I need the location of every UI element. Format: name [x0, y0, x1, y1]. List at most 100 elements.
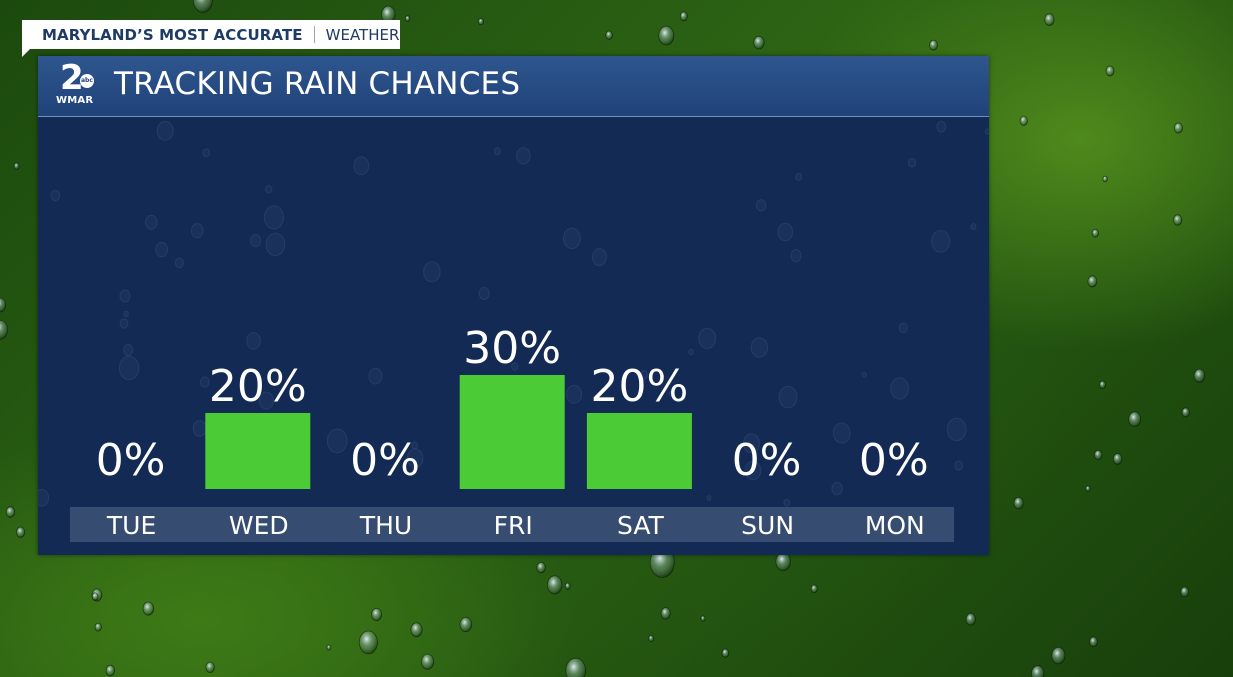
raindrop: [142, 601, 155, 616]
raindrop: [929, 39, 938, 51]
panel-droplet: [890, 377, 909, 400]
raindrop: [205, 661, 215, 674]
panel-droplet: [156, 120, 174, 141]
raindrop: [0, 297, 6, 313]
panel-droplet: [118, 355, 140, 381]
raindrop: [477, 17, 484, 26]
bar-wed: [205, 413, 311, 489]
raindrop: [404, 15, 411, 22]
panel-droplet-texture: [38, 120, 989, 507]
panel-droplet: [119, 289, 131, 303]
raindrop: [91, 592, 99, 601]
raindrop: [105, 664, 116, 677]
panel-droplet: [50, 189, 61, 202]
panel-droplet: [639, 370, 648, 380]
panel-droplet: [778, 385, 798, 409]
day-label-thu: THU: [359, 511, 412, 540]
logo-station: WMAR: [56, 95, 94, 106]
panel-droplet: [353, 156, 370, 176]
panel-droplet: [946, 417, 967, 442]
title-bar: 2 abc WMAR TRACKING RAIN CHANCES: [38, 56, 989, 117]
raindrop: [358, 630, 378, 655]
raindrop: [326, 644, 332, 651]
panel-droplet: [119, 318, 129, 329]
raindrop: [565, 657, 586, 677]
raindrop: [547, 575, 563, 595]
panel-droplet: [145, 214, 158, 230]
raindrop: [1128, 411, 1142, 428]
panel-droplet: [263, 205, 284, 230]
raindrop: [1102, 175, 1108, 183]
panel-droplet: [861, 371, 867, 378]
panel-droplet: [668, 390, 674, 397]
panel-droplet: [954, 460, 964, 471]
panel-droplet: [250, 234, 262, 248]
raindrop: [1087, 275, 1098, 288]
raindrop: [658, 25, 675, 46]
panel-droplet: [744, 460, 762, 481]
panel-droplet: [706, 495, 712, 501]
panel-droplet: [368, 367, 383, 385]
raindrop: [965, 612, 976, 626]
panel-droplet: [790, 249, 802, 263]
raindrop: [1180, 586, 1190, 598]
day-label-wed: WED: [229, 511, 289, 540]
panel-droplet: [190, 223, 204, 239]
panel-droplet: [831, 481, 843, 496]
value-label-fri: 30%: [463, 323, 561, 374]
panel-droplet: [698, 327, 717, 350]
value-label-mon: 0%: [859, 435, 929, 486]
raindrop: [1112, 453, 1123, 465]
panel-droplet: [566, 384, 583, 404]
raindrop: [679, 11, 688, 22]
panel-droplet: [985, 128, 989, 135]
panel-droplet: [742, 433, 760, 454]
header-notch: [22, 49, 30, 57]
panel-droplet: [516, 147, 531, 165]
panel-droplet: [511, 362, 519, 371]
panel-droplet: [246, 332, 262, 350]
raindrop: [1099, 380, 1106, 389]
panel-droplet: [970, 223, 977, 231]
panel-droplet: [423, 261, 441, 283]
value-label-sun: 0%: [732, 435, 802, 486]
raindrop: [1091, 228, 1099, 238]
raindrop: [1173, 214, 1183, 226]
panel-droplet: [795, 173, 803, 181]
raindrop: [13, 162, 20, 170]
chart-title: TRACKING RAIN CHANCES: [114, 66, 521, 102]
raindrop: [536, 561, 546, 574]
value-label-sat: 20%: [591, 361, 689, 412]
raindrop: [193, 0, 213, 13]
panel-droplet: [591, 248, 607, 267]
panel-droplet: [265, 232, 286, 257]
panel-droplet: [562, 227, 581, 250]
panel-droplet: [199, 376, 210, 388]
day-label-mon: MON: [865, 511, 925, 540]
panel-droplet: [750, 337, 769, 358]
header-section: WEATHER: [325, 25, 400, 44]
raindrop: [564, 582, 571, 590]
raindrop: [16, 526, 26, 538]
raindrop: [1044, 13, 1055, 26]
panel-droplet: [688, 348, 694, 356]
forecast-panel: 2 abc WMAR TRACKING RAIN CHANCES 0% TUE 20…: [38, 56, 989, 555]
header-tab: MARYLAND’S MOST ACCURATE WEATHER: [22, 20, 400, 49]
raindrop: [721, 648, 730, 658]
raindrop: [1105, 65, 1115, 77]
panel-droplet: [326, 428, 348, 454]
panel-droplet: [123, 344, 134, 356]
panel-droplet: [777, 222, 794, 242]
raindrop: [1193, 368, 1206, 383]
raindrop: [810, 584, 818, 593]
raindrop: [459, 616, 473, 633]
raindrop: [5, 506, 16, 518]
raindrop: [1085, 485, 1091, 492]
panel-droplet: [832, 422, 851, 444]
raindrop: [1051, 646, 1066, 665]
panel-droplet: [265, 184, 273, 194]
raindrop: [1173, 122, 1183, 134]
panel-droplet: [202, 148, 210, 158]
panel-droplet: [38, 488, 50, 507]
value-label-tue: 0%: [96, 435, 166, 486]
